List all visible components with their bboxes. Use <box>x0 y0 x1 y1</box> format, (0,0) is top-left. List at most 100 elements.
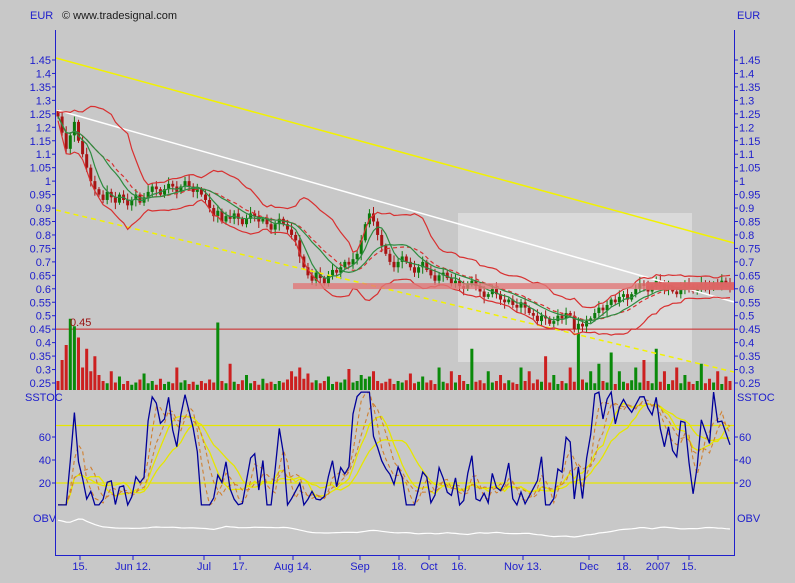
candle-body <box>572 315 576 330</box>
price-axis-label-left: 1.35 <box>30 82 51 94</box>
candle-body <box>171 183 175 187</box>
candle-body <box>453 280 457 284</box>
volume-bar <box>134 382 138 390</box>
candle-body <box>511 299 515 305</box>
time-axis-label: Aug 14. <box>274 561 312 573</box>
volume-bar <box>412 383 416 390</box>
time-axis-label: 15. <box>681 561 696 573</box>
candle-body <box>621 294 625 297</box>
volume-bar <box>89 371 93 390</box>
volume-bar <box>589 371 593 390</box>
volume-bar <box>499 375 503 390</box>
volume-bar <box>372 371 376 390</box>
candle-body <box>253 213 257 217</box>
price-axis-label-right: 0.85 <box>739 217 760 229</box>
volume-bar <box>507 380 511 390</box>
volume-bar <box>306 373 310 390</box>
candle-body <box>56 111 60 117</box>
copyright-text: © www.tradesignal.com <box>62 10 178 22</box>
candle-body <box>388 253 392 262</box>
candle-body <box>212 208 216 217</box>
candle-body <box>331 269 335 276</box>
candle-body <box>322 278 326 284</box>
volume-bar <box>138 379 142 390</box>
time-axis-label: 15. <box>72 561 87 573</box>
candle-body <box>499 294 503 300</box>
candle-body <box>146 191 150 198</box>
candle-body <box>306 267 310 276</box>
candle-body <box>290 229 294 235</box>
volume-bar <box>171 383 175 390</box>
volume-bar <box>449 371 453 390</box>
volume-bar <box>343 379 347 390</box>
candle-body <box>191 186 195 192</box>
volume-bar <box>396 381 400 390</box>
price-axis-label-right: 0.5 <box>739 311 754 323</box>
candle-body <box>204 194 208 200</box>
candle-body <box>326 275 330 284</box>
candle-body <box>376 221 380 235</box>
candle-body <box>310 275 314 281</box>
currency-label-left: EUR <box>30 10 54 22</box>
volume-bar <box>552 375 556 390</box>
price-axis-label-right: 0.45 <box>739 324 760 336</box>
candle-body <box>199 189 203 195</box>
candle-body <box>540 315 544 322</box>
candle-body <box>81 140 85 155</box>
price-axis-label-left: 0.9 <box>36 203 51 215</box>
price-axis-label-right: 0.7 <box>739 257 754 269</box>
volume-bar <box>679 383 683 390</box>
volume-bar <box>728 381 732 390</box>
candle-body <box>105 191 109 200</box>
volume-bar <box>240 380 244 390</box>
volume-bar <box>228 363 232 390</box>
volume-bar <box>486 371 490 390</box>
volume-bar <box>56 381 60 390</box>
volume-bar <box>85 348 89 390</box>
time-axis-label: 16. <box>451 561 466 573</box>
volume-bar <box>318 383 322 390</box>
volume-bar <box>277 381 281 390</box>
volume-bar <box>638 382 642 390</box>
candle-body <box>240 218 244 225</box>
candle-body <box>277 218 281 225</box>
price-axis-label-right: 1.35 <box>739 82 760 94</box>
resistance-band-strong <box>646 282 734 291</box>
time-axis-label: Dec <box>579 561 599 573</box>
candle-body <box>626 294 630 300</box>
sstoc-yellow-slow-line <box>58 402 731 506</box>
volume-bar <box>331 384 335 390</box>
volume-bar <box>667 384 671 390</box>
volume-bar <box>568 367 572 390</box>
volume-bar <box>216 322 220 390</box>
volume-bar <box>576 333 580 390</box>
candle-body <box>76 121 80 141</box>
candle-body <box>220 210 224 222</box>
sstoc-axis-label-right: 40 <box>739 455 751 467</box>
price-axis-label-left: 0.45 <box>30 324 51 336</box>
volume-bar <box>167 381 171 390</box>
volume-bar <box>204 383 208 390</box>
volume-bar <box>617 371 621 390</box>
volume-bar <box>359 375 363 390</box>
candle-body <box>359 240 363 254</box>
volume-bar <box>675 367 679 390</box>
candle-body <box>589 318 593 322</box>
candle-body <box>72 121 76 136</box>
candle-body <box>372 213 376 222</box>
candle-body <box>412 267 416 273</box>
volume-bar <box>376 381 380 390</box>
candle-body <box>224 216 228 222</box>
volume-bar <box>113 382 117 390</box>
candle-body <box>163 189 167 195</box>
price-axis-label-left: 0.7 <box>36 257 51 269</box>
candle-body <box>347 261 351 265</box>
candle-body <box>269 224 273 230</box>
price-axis-label-right: 1.4 <box>739 68 754 80</box>
price-axis-label-right: 1.25 <box>739 109 760 121</box>
sstoc-axis-label-left: 20 <box>39 478 51 490</box>
candle-body <box>675 291 679 295</box>
candle-body <box>445 272 449 279</box>
price-axis-label-left: 0.8 <box>36 230 51 242</box>
volume-bar <box>290 371 294 390</box>
